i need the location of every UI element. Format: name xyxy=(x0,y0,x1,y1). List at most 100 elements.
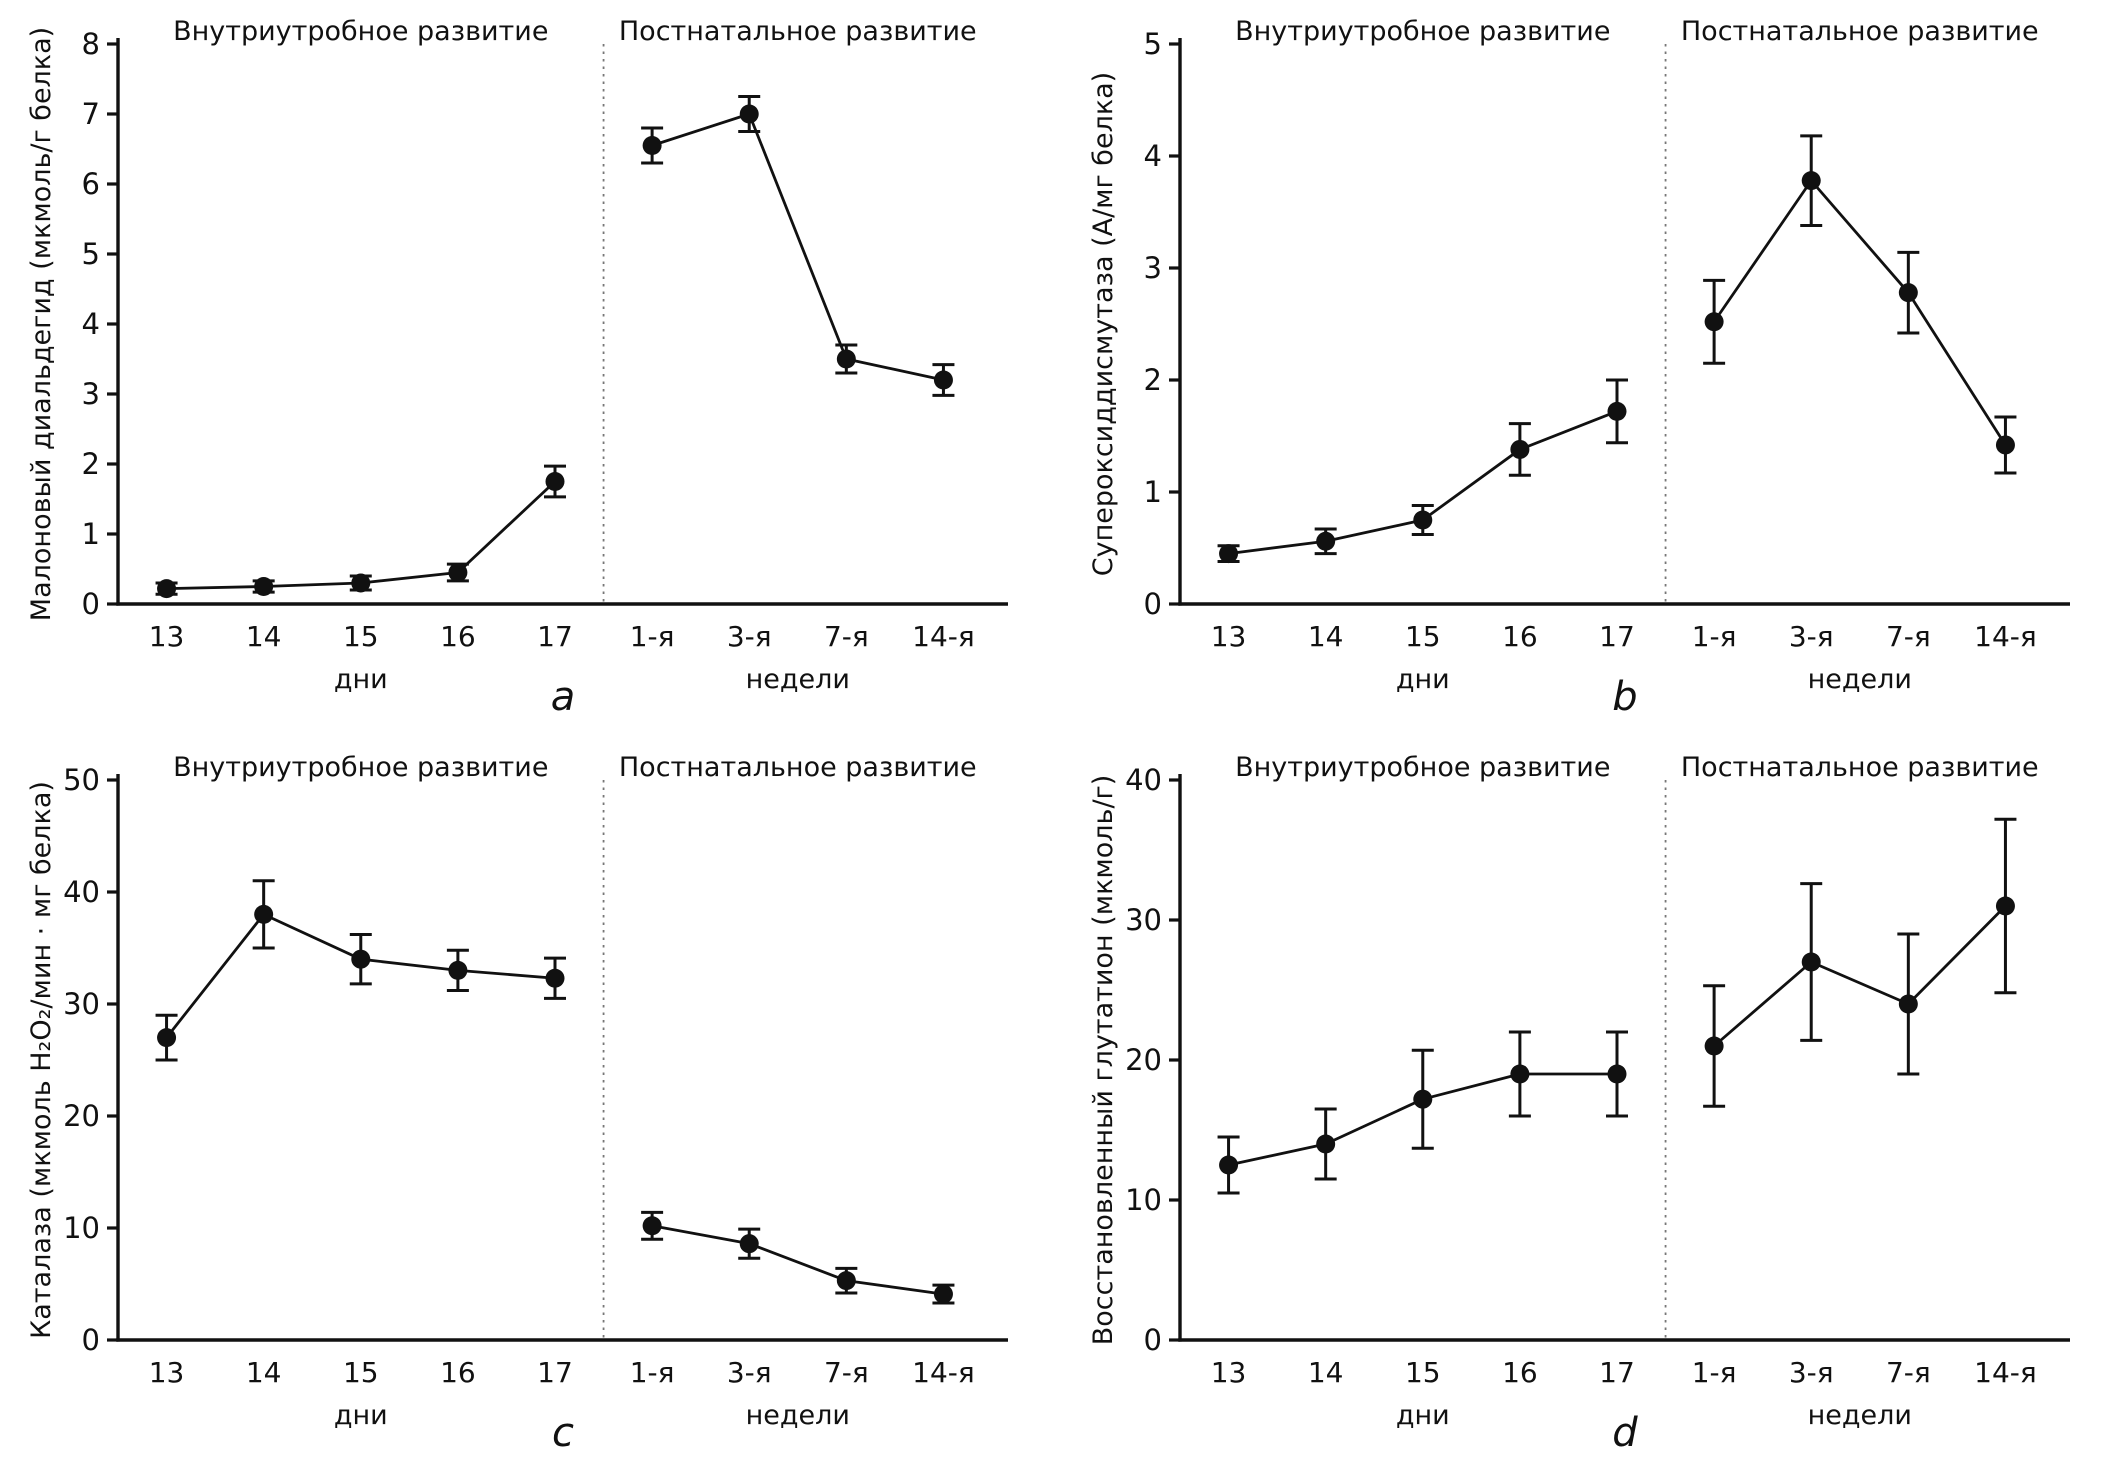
x-tick-label: 14-я xyxy=(912,1356,975,1389)
x-tick-label: 14 xyxy=(1308,620,1344,653)
panel-letter: c xyxy=(552,1410,574,1456)
data-point xyxy=(448,960,468,980)
y-tick-label: 40 xyxy=(63,875,100,909)
data-point xyxy=(1898,994,1918,1014)
y-tick-label: 10 xyxy=(63,1211,100,1245)
series-line-postnatal xyxy=(1713,905,2007,1048)
data-point xyxy=(1316,1134,1336,1154)
panel-letter: b xyxy=(1612,674,1637,720)
data-point xyxy=(545,968,565,988)
x-group-label-days: дни xyxy=(1396,1400,1450,1431)
x-group-label-weeks: недели xyxy=(1808,664,1912,695)
x-tick-label: 3-я xyxy=(1789,620,1834,653)
y-tick-label: 40 xyxy=(1125,763,1162,797)
panel-a: 0 1 2 3 4 5 6 7 8 13 14 15 16 17 1-я 3-я 7-я 14-я Внутриут… xyxy=(0,0,1062,736)
y-tick-label: 30 xyxy=(1125,903,1162,937)
y-axis-label: Малоновый диальдегид (мкмоль/г белка) xyxy=(26,27,57,621)
x-group-label-days: дни xyxy=(1396,664,1450,695)
x-tick-label: 15 xyxy=(343,620,379,653)
section-title-prenatal: Внутриутробное развитие xyxy=(1235,752,1610,783)
data-point xyxy=(1801,171,1821,191)
y-tick-label: 50 xyxy=(63,763,100,797)
data-point xyxy=(545,472,565,491)
data-point xyxy=(1607,401,1627,421)
x-tick-label: 7-я xyxy=(1886,1356,1931,1389)
x-tick-label: 16 xyxy=(1502,1356,1538,1389)
data-point xyxy=(1219,544,1239,564)
panel-letter: a xyxy=(551,674,576,720)
x-tick-label: 1-я xyxy=(630,1356,675,1389)
y-tick-label: 0 xyxy=(1144,587,1162,621)
series-line-postnatal xyxy=(651,1224,944,1296)
y-tick-label: 5 xyxy=(1144,27,1162,61)
x-tick-label: 17 xyxy=(537,620,573,653)
y-tick-label: 4 xyxy=(1144,139,1162,173)
data-point xyxy=(739,104,759,124)
section-title-prenatal: Внутриутробное развитие xyxy=(173,16,548,47)
x-tick-label: 14 xyxy=(1308,1356,1344,1389)
panel-c: 0 10 20 30 40 50 13 14 15 16 17 1-я 3-я 7-я 14-я Внутри… xyxy=(0,736,1062,1472)
data-point xyxy=(1219,1155,1239,1175)
y-tick-label: 5 xyxy=(82,237,100,271)
x-tick-label: 3-я xyxy=(1789,1356,1834,1389)
data-point xyxy=(1413,510,1433,530)
y-tick-label: 4 xyxy=(82,307,100,341)
panel-b: 0 1 2 3 4 5 13 14 15 16 17 1-я 3-я 7-я 14-я Внутриутроб… xyxy=(1062,0,2124,736)
x-tick-label: 7-я xyxy=(824,1356,869,1389)
data-point xyxy=(1413,1089,1433,1109)
section-title-postnatal: Постнатальное развитие xyxy=(1681,752,2039,783)
x-tick-label: 17 xyxy=(537,1356,573,1389)
chart-c: 0 10 20 30 40 50 13 14 15 16 17 1-я 3-я 7-я 14-я Внутри… xyxy=(26,752,1008,1456)
x-tick-label: 7-я xyxy=(1886,620,1931,653)
data-point xyxy=(1801,952,1821,972)
y-tick-label: 10 xyxy=(1125,1183,1162,1217)
data-point xyxy=(836,349,856,369)
x-group-label-days: дни xyxy=(334,664,388,695)
data-point xyxy=(933,1284,953,1304)
x-tick-label: 1-я xyxy=(630,620,675,653)
y-tick-label: 1 xyxy=(82,517,100,551)
y-tick-label: 20 xyxy=(63,1099,100,1133)
chart-a: 0 1 2 3 4 5 6 7 8 13 14 15 16 17 1-я 3-я 7-я 14-я Внутриут… xyxy=(26,16,1008,720)
x-tick-label: 3-я xyxy=(727,1356,772,1389)
x-tick-label: 13 xyxy=(149,1356,185,1389)
x-tick-label: 16 xyxy=(1502,620,1538,653)
section-title-prenatal: Внутриутробное развитие xyxy=(173,752,548,783)
x-tick-label: 13 xyxy=(1211,1356,1247,1389)
x-group-label-days: дни xyxy=(334,1400,388,1431)
x-tick-label: 14 xyxy=(246,620,282,653)
data-point xyxy=(642,1216,662,1236)
y-tick-label: 3 xyxy=(82,377,100,411)
y-tick-label: 8 xyxy=(82,27,100,61)
x-tick-label: 14-я xyxy=(1974,620,2037,653)
x-tick-label: 13 xyxy=(149,620,185,653)
chart-b: 0 1 2 3 4 5 13 14 15 16 17 1-я 3-я 7-я 14-я Внутриутроб… xyxy=(1088,16,2070,720)
x-group-label-weeks: недели xyxy=(746,1400,850,1431)
x-tick-label: 14-я xyxy=(1974,1356,2037,1389)
data-point xyxy=(1704,1036,1724,1056)
data-point xyxy=(157,1028,177,1048)
y-axis-label: Супероксиддисмутаза (А/мг белка) xyxy=(1088,72,1119,576)
panel-letter: d xyxy=(1612,1410,1638,1456)
y-tick-label: 0 xyxy=(1144,1323,1162,1357)
data-point xyxy=(1898,283,1918,303)
chart-d: 0 10 20 30 40 13 14 15 16 17 1-я 3-я 7-я 14-я Внутриут… xyxy=(1088,752,2070,1456)
x-tick-label: 3-я xyxy=(727,620,772,653)
x-tick-label: 1-я xyxy=(1692,620,1737,653)
y-tick-label: 30 xyxy=(63,987,100,1021)
x-tick-label: 15 xyxy=(1405,620,1441,653)
data-point xyxy=(739,1234,759,1254)
x-tick-label: 16 xyxy=(440,620,476,653)
data-point xyxy=(254,577,274,596)
data-point xyxy=(836,1271,856,1291)
x-tick-label: 14 xyxy=(246,1356,282,1389)
data-point xyxy=(1316,531,1336,551)
data-point xyxy=(1510,1064,1530,1084)
series-line-postnatal xyxy=(1712,179,2007,446)
y-tick-label: 20 xyxy=(1125,1043,1162,1077)
x-group-label-weeks: недели xyxy=(746,664,850,695)
series-line-postnatal xyxy=(651,112,944,382)
data-point xyxy=(1704,312,1724,332)
y-tick-label: 0 xyxy=(82,1323,100,1357)
